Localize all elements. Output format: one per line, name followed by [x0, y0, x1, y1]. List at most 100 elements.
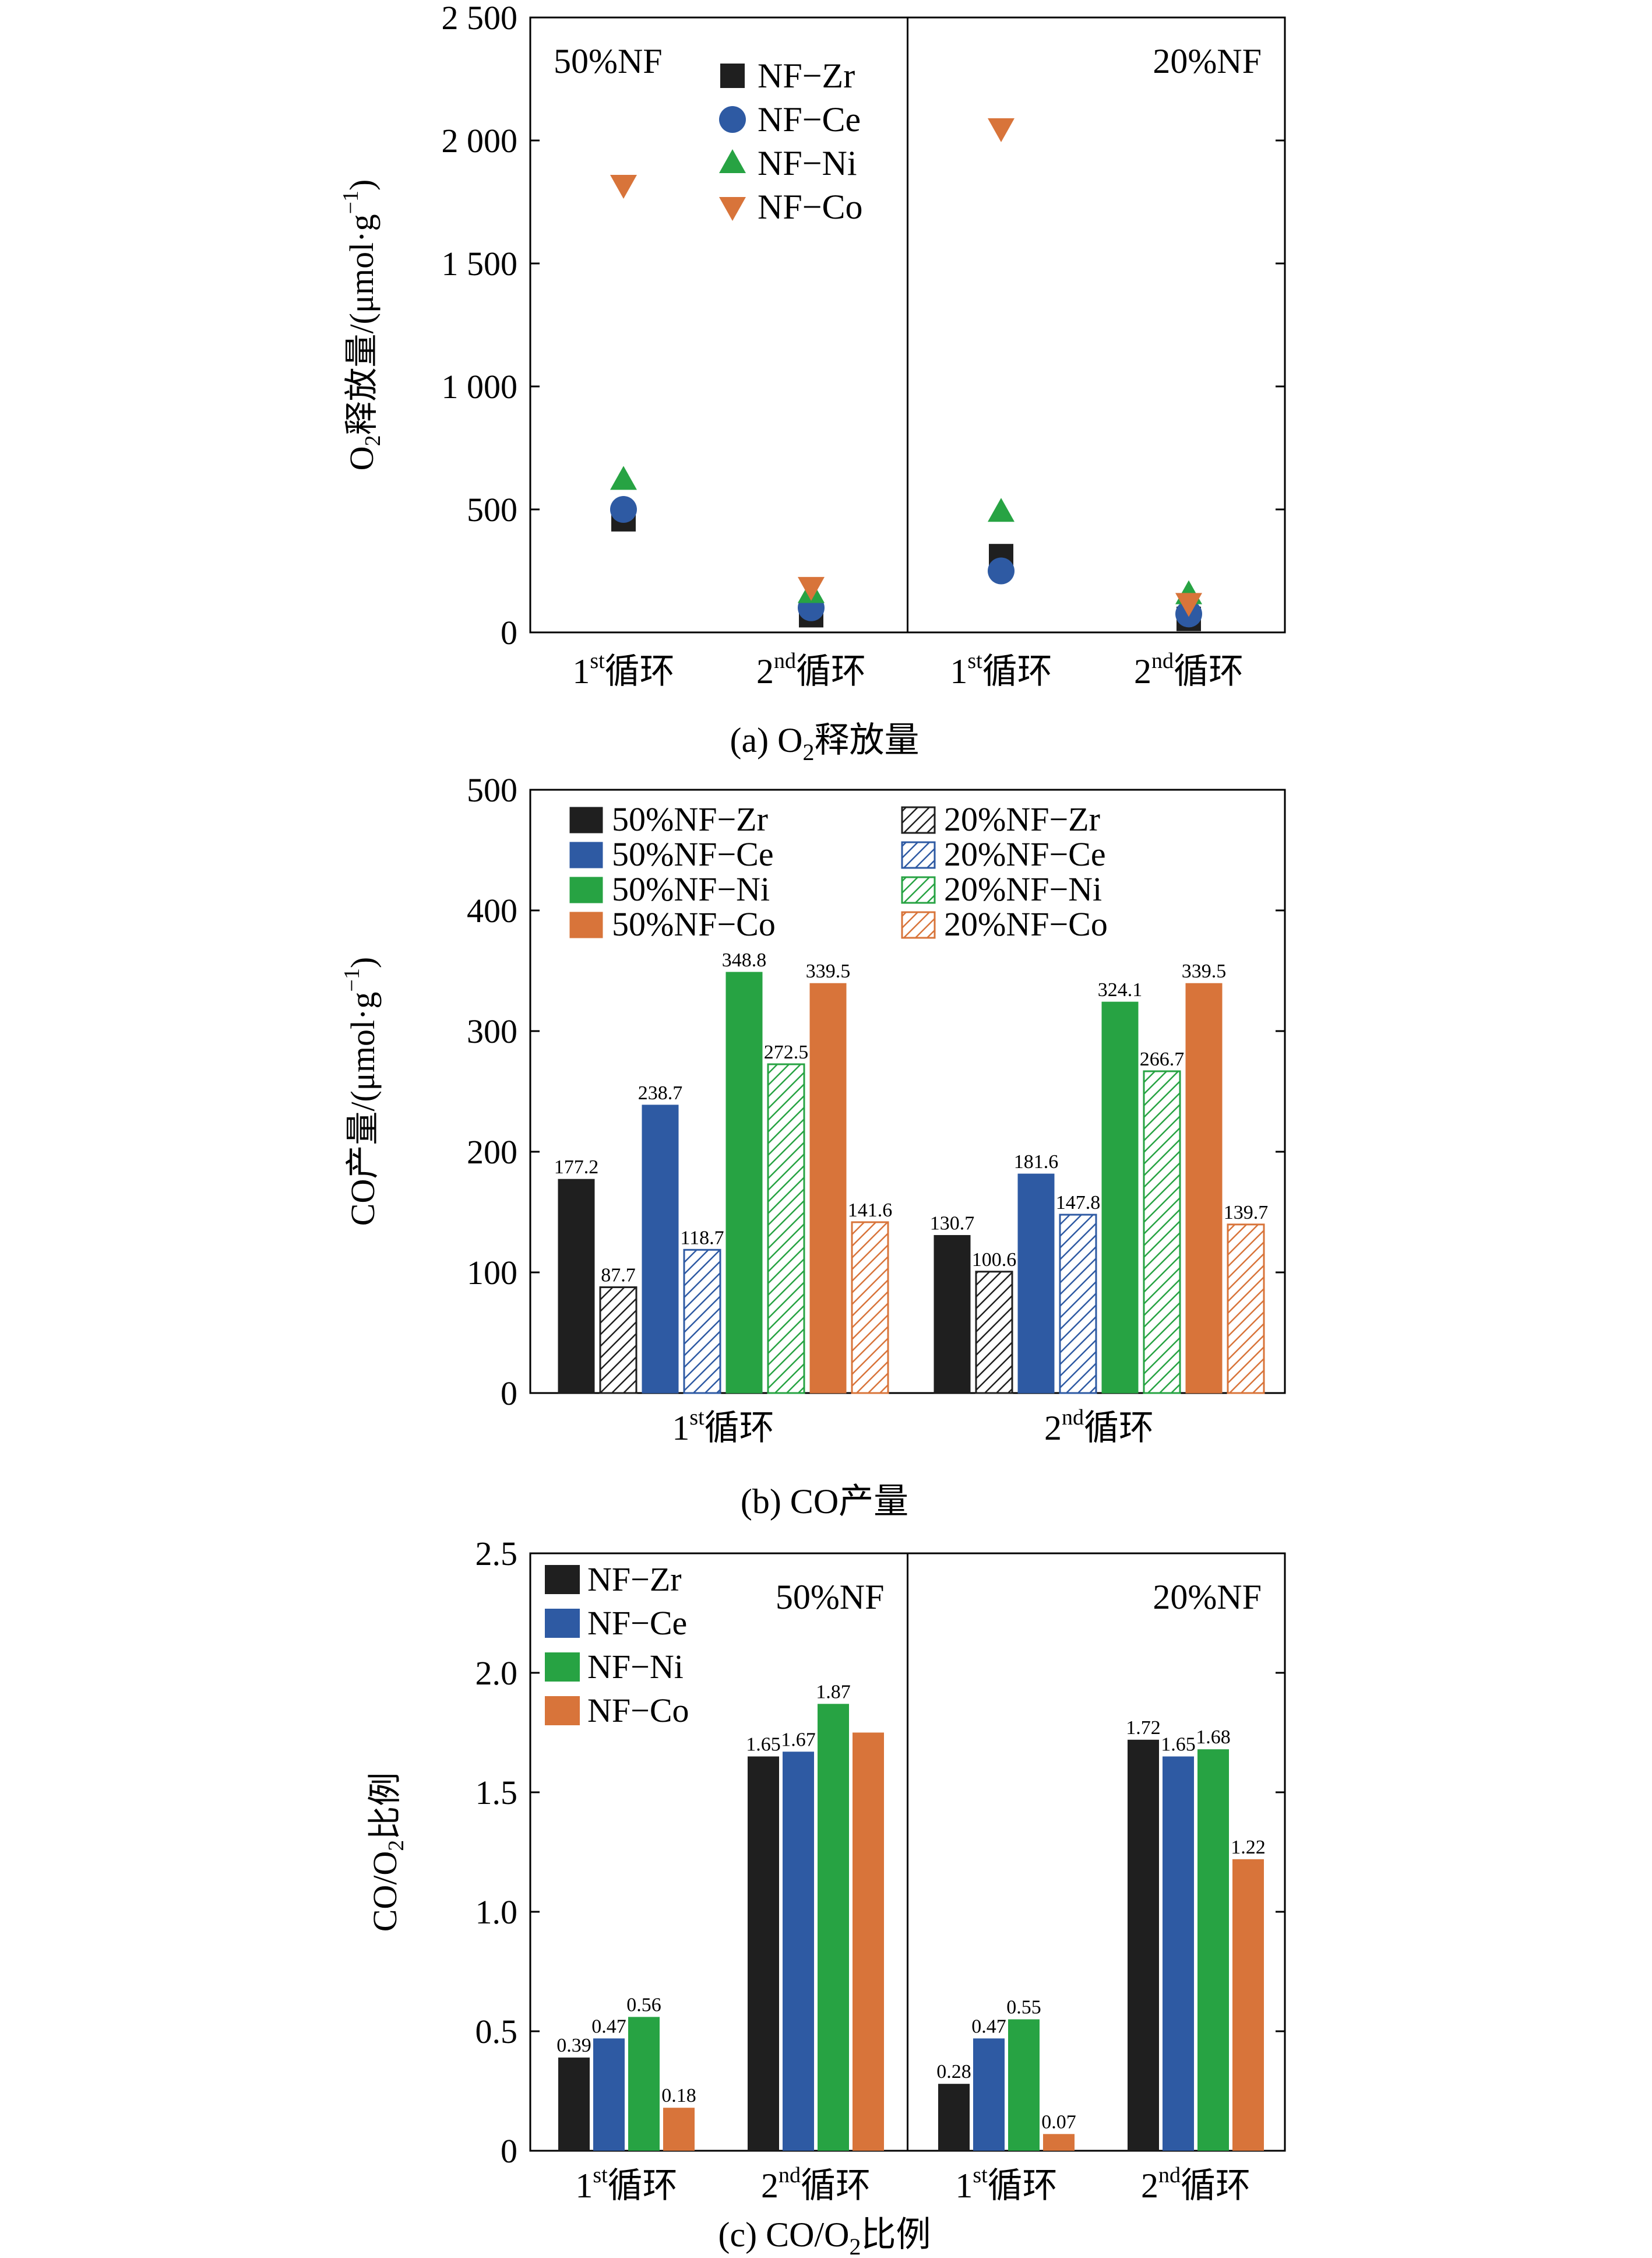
c-y-label-text: 比例 [366, 1772, 404, 1840]
b-y-tick-label: 500 [467, 771, 517, 809]
c-legend-swatch [545, 1696, 580, 1725]
b-legend-label: 50%NF−Ni [612, 870, 770, 908]
b-caption: (b) CO产量 [741, 1482, 908, 1521]
c-category-label: 1st循环 [575, 2163, 677, 2205]
a-category-label: 2nd循环 [1134, 649, 1244, 691]
c-category-label: 2nd循环 [761, 2163, 871, 2205]
b-bar-value-label: 324.1 [1098, 979, 1143, 1001]
category-number: 2 [761, 2166, 779, 2205]
c-bar [1232, 1859, 1264, 2151]
category-superscript: nd [1151, 649, 1174, 673]
a-marker-triangle-up [719, 149, 746, 173]
c-category-label: 1st循环 [955, 2163, 1057, 2205]
a-marker-triangle-down [1175, 593, 1202, 617]
a-y-label-text: 释放量/(μmol·g [343, 214, 381, 435]
b-bar-value-label: 177.2 [554, 1156, 599, 1178]
b-plot-frame [529, 789, 1286, 1394]
b-y-tick-label: 0 [501, 1374, 517, 1412]
a-legend-label: NF−Ce [758, 100, 861, 139]
a-panel-label-left: 50%NF [554, 42, 663, 80]
c-bar-value-label: 1.67 [781, 1729, 816, 1750]
a-y-axis-label: O2释放量/(μmol·g−1) [339, 180, 385, 471]
c-bar [1008, 2019, 1040, 2151]
category-text: 循环 [705, 1409, 774, 1447]
b-bar-value-label: 130.7 [930, 1212, 975, 1234]
category-superscript: st [590, 649, 605, 673]
b-bar-value-label: 118.7 [680, 1227, 724, 1248]
a-marker-triangle-down [988, 118, 1015, 142]
b-bar [1059, 1214, 1097, 1394]
category-superscript: st [973, 2163, 988, 2187]
b-legend-label: 50%NF−Zr [612, 800, 768, 838]
b-legend-swatch [569, 842, 603, 868]
c-bar [1043, 2134, 1075, 2151]
a-marker-triangle-down [610, 174, 637, 199]
b-bar [725, 972, 763, 1394]
b-bar [642, 1105, 679, 1394]
a-marker-triangle-up [610, 466, 637, 490]
a-marker-square [720, 64, 745, 88]
a-caption-text: 释放量 [814, 721, 919, 759]
b-legend-swatch [901, 911, 936, 939]
a-y-tick-label: 1 000 [442, 368, 518, 406]
c-bar-value-label: 0.28 [936, 2061, 971, 2083]
category-superscript: st [967, 649, 982, 673]
c-panel-label-right: 20%NF [1153, 1578, 1262, 1616]
b-legend-label: 50%NF−Co [612, 905, 776, 943]
c-bar [663, 2108, 695, 2151]
c-y-tick-label: 2.0 [475, 1654, 518, 1692]
category-superscript: nd [779, 2163, 801, 2187]
a-category-label: 1st循环 [950, 649, 1052, 691]
c-bar-value-label: 1.22 [1231, 1837, 1266, 1858]
c-legend-label: NF−Zr [587, 1560, 682, 1598]
b-y-tick-label: 400 [467, 892, 517, 930]
a-marker-circle [988, 557, 1015, 585]
c-bar [748, 1756, 779, 2151]
b-legend-swatch [569, 912, 603, 938]
b-legend-label: 20%NF−Zr [944, 800, 1100, 838]
c-bar [1128, 1739, 1159, 2151]
category-number: 2 [1141, 2166, 1158, 2205]
b-bar-value-label: 238.7 [638, 1082, 683, 1104]
category-text: 循环 [1084, 1409, 1154, 1447]
a-y-tick-label: 2 500 [442, 0, 518, 37]
c-y-tick-label: 2.5 [475, 1535, 518, 1573]
a-y-label-text: O [343, 446, 381, 470]
b-bar [558, 1179, 595, 1394]
c-y-label-text: CO/O [366, 1851, 404, 1932]
c-bar-value-label: 1.72 [1126, 1717, 1161, 1739]
a-y-tick-label: 500 [467, 491, 517, 529]
a-legend-label: NF−Co [758, 188, 863, 226]
category-number: 1 [575, 2166, 593, 2205]
b-bar [809, 983, 847, 1394]
c-bar-value-label: 1.87 [816, 1681, 851, 1703]
b-legend-swatch [569, 877, 603, 903]
c-bar-value-label: 1.68 [1196, 1726, 1231, 1748]
b-bar-value-label: 139.7 [1224, 1202, 1269, 1223]
a-y-label-superscript: −1 [339, 191, 363, 214]
a-caption-text: (a) O [730, 721, 803, 759]
b-category-label: 1st循环 [672, 1405, 774, 1447]
b-bar [851, 1221, 889, 1394]
b-y-axis-label: CO产量/(μmol·g−1) [340, 957, 382, 1226]
c-bar-value-label: 0.47 [591, 2016, 626, 2037]
c-bar [973, 2038, 1005, 2151]
category-number: 2 [1134, 652, 1151, 691]
b-legend-label: 20%NF−Ni [944, 870, 1102, 908]
c-y-tick-label: 1.5 [475, 1774, 518, 1812]
category-number: 1 [672, 1409, 689, 1447]
b-bar-value-label: 272.5 [764, 1042, 809, 1063]
c-caption-text: 比例 [861, 2215, 931, 2254]
c-bar-value-label: 0.56 [626, 1994, 661, 2016]
c-legend-label: NF−Ni [587, 1648, 684, 1686]
category-number: 2 [1044, 1409, 1062, 1447]
c-bar [783, 1751, 814, 2151]
c-y-tick-label: 1.0 [475, 1893, 518, 1931]
a-category-label: 1st循环 [572, 649, 674, 691]
b-bar [1101, 1001, 1139, 1394]
b-bar [1143, 1070, 1181, 1394]
b-category-label: 2nd循环 [1044, 1405, 1154, 1447]
category-superscript: nd [1062, 1405, 1084, 1430]
c-bar [593, 2038, 625, 2151]
